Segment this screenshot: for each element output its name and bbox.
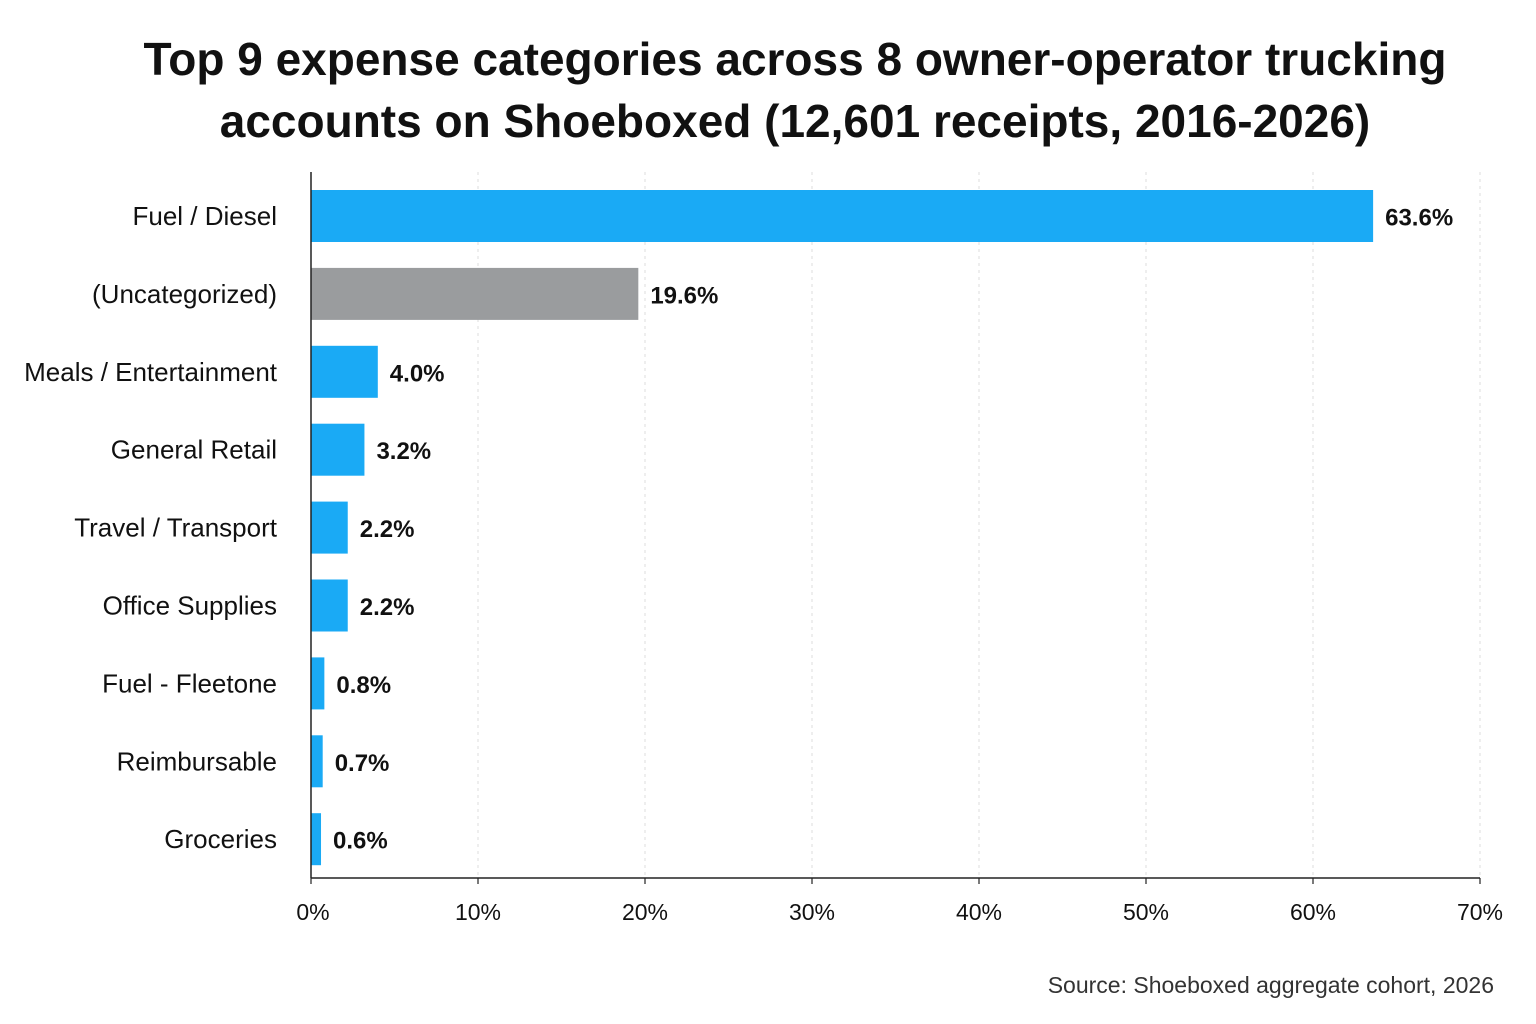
category-label-groceries: Groceries <box>164 824 277 854</box>
x-tick-label-30: 30% <box>789 899 835 925</box>
bar-travel-transport <box>311 501 348 554</box>
value-label-travel-transport: 2.2% <box>360 516 415 543</box>
value-label-uncategorized: 19.6% <box>650 282 718 309</box>
category-label-travel-transport: Travel / Transport <box>74 513 278 543</box>
x-tick-label-20: 20% <box>622 899 668 925</box>
bar-fuel-diesel <box>311 190 1374 242</box>
category-label-fuel-diesel: Fuel / Diesel <box>133 201 278 231</box>
bar-uncategorized <box>311 267 639 320</box>
value-label-groceries: 0.6% <box>333 828 388 855</box>
chart-title-line-1: Top 9 expense categories across 8 owner-… <box>143 33 1447 85</box>
bar-meals-entertainment <box>311 345 378 398</box>
category-label-meals-entertainment: Meals / Entertainment <box>24 357 278 387</box>
value-label-general-retail: 3.2% <box>376 438 431 465</box>
value-label-meals-entertainment: 4.0% <box>390 360 445 387</box>
x-tick-label-10: 10% <box>455 899 501 925</box>
value-label-fuel-fleetone: 0.8% <box>336 672 391 699</box>
category-label-fuel-fleetone: Fuel - Fleetone <box>102 668 277 698</box>
bar-office-supplies <box>311 579 348 632</box>
category-label-uncategorized: (Uncategorized) <box>92 279 277 309</box>
x-tick-label-70: 70% <box>1457 899 1503 925</box>
value-label-fuel-diesel: 63.6% <box>1385 205 1453 232</box>
bar-reimbursable <box>311 735 323 788</box>
bar-general-retail <box>311 423 365 476</box>
chart-title: Top 9 expense categories across 8 owner-… <box>0 28 1536 152</box>
x-tick-label-40: 40% <box>956 899 1002 925</box>
x-tick-label-0: 0% <box>296 899 329 925</box>
bar-groceries <box>311 813 322 866</box>
category-label-reimbursable: Reimbursable <box>117 746 277 776</box>
chart-title-line-2: accounts on Shoeboxed (12,601 receipts, … <box>219 95 1371 147</box>
value-label-reimbursable: 0.7% <box>335 750 390 777</box>
value-label-office-supplies: 2.2% <box>360 594 415 621</box>
x-tick-label-50: 50% <box>1123 899 1169 925</box>
bar-fuel-fleetone <box>311 657 325 710</box>
source-note: Source: Shoeboxed aggregate cohort, 2026 <box>1047 972 1494 998</box>
category-label-general-retail: General Retail <box>111 435 277 465</box>
x-tick-label-60: 60% <box>1290 899 1336 925</box>
category-label-office-supplies: Office Supplies <box>103 591 277 621</box>
